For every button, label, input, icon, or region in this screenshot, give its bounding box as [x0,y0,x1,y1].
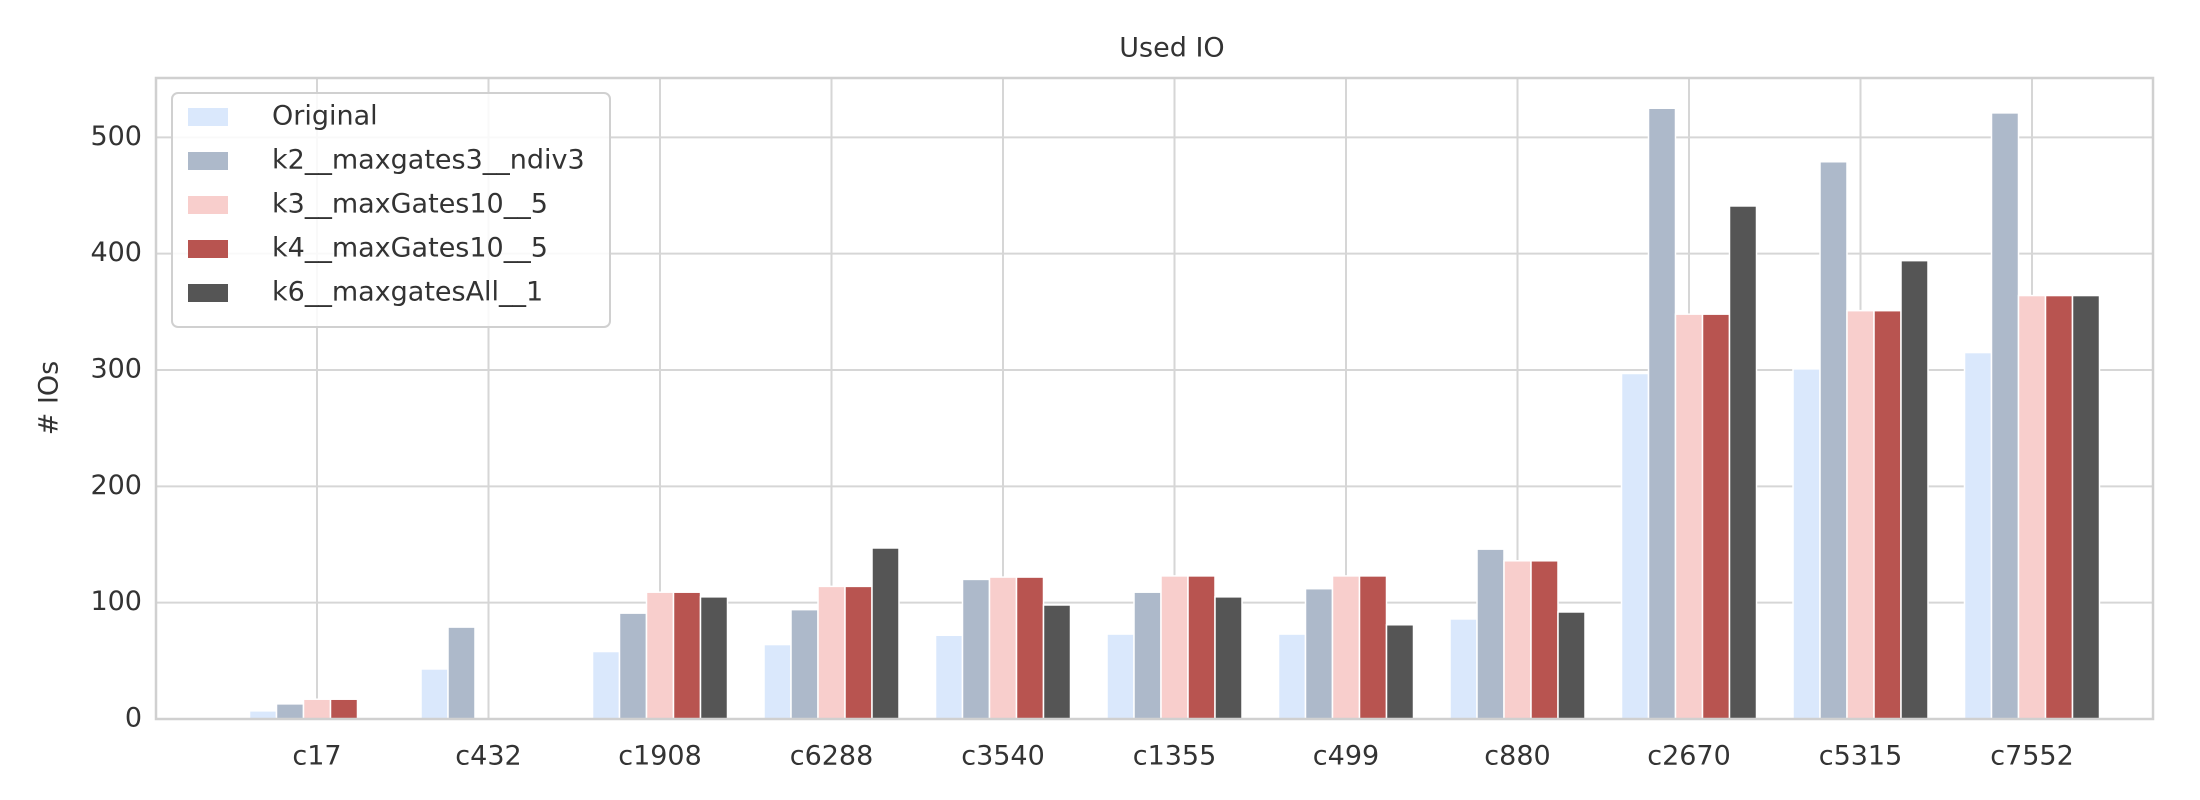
x-tick-label: c432 [455,741,521,772]
bar [1476,548,1505,720]
y-axis-label: # IOs [34,361,65,436]
bar [1160,575,1189,720]
bar [844,585,873,720]
legend: Original k2__maxgates3__ndiv3 k3__maxGates… [171,92,611,328]
bar [1620,372,1650,720]
bar [2044,294,2074,720]
bar [2071,294,2101,720]
bar [1728,205,1758,720]
bar [1846,309,1875,720]
bar [1106,633,1135,720]
bar [699,596,729,720]
bar [1042,604,1072,720]
bar [1674,313,1704,720]
legend-swatch [188,152,228,170]
legend-swatch [188,284,228,302]
y-tick-label: 300 [90,353,142,384]
bar [1385,624,1415,720]
bar [817,585,846,720]
bar [1900,259,1929,720]
bar [618,612,648,720]
x-tick-label: c499 [1313,741,1379,772]
bar [672,591,702,720]
x-tick-label: c2670 [1647,741,1731,772]
y-tick-label: 400 [90,237,142,268]
chart-title: Used IO [1119,33,1224,64]
bar [1133,591,1162,720]
legend-swatch [188,108,228,126]
x-tick-label: c3540 [961,741,1045,772]
bar [1015,576,1045,720]
bar [645,591,675,720]
bar [591,650,621,720]
bar [934,634,964,720]
bar [1304,587,1334,720]
x-tick-label: c1908 [618,741,702,772]
x-tick-label: c7552 [1990,741,2074,772]
bar [329,698,359,720]
x-tick-label: c880 [1484,741,1550,772]
plot-frame [154,76,2155,721]
x-tick-label: c6288 [790,741,874,772]
bar [1557,611,1586,720]
bar [1187,575,1216,720]
bar [1449,618,1478,720]
x-tick-label: c17 [292,741,341,772]
legend-swatch [188,196,228,214]
bar [302,698,332,720]
bar [871,547,900,720]
bar [1530,560,1559,720]
bar [988,576,1018,720]
bar [420,668,449,720]
y-tick-label: 0 [125,703,142,734]
bar [1358,575,1388,720]
legend-label: k6__maxgatesAll__1 [272,277,543,308]
y-tick-label: 100 [90,586,142,617]
bar [1990,112,2020,720]
legend-box [171,92,611,328]
bar [1277,633,1307,720]
bar [1214,596,1243,720]
bar [1701,313,1731,720]
bar [447,626,476,720]
legend-swatch [188,240,228,258]
legend-label: k2__maxgates3__ndiv3 [272,145,585,176]
y-tick-label: 500 [90,121,142,152]
bar [790,608,819,720]
bar [1963,351,1993,720]
x-tick-label: c5315 [1819,741,1903,772]
legend-label: Original [272,101,378,132]
bar [961,578,991,720]
bar [1819,161,1848,720]
bar [1331,575,1361,720]
x-tick-label: c1355 [1133,741,1217,772]
bar [1792,368,1821,720]
bar [1503,560,1532,720]
bar [2017,294,2047,720]
y-tick-label: 200 [90,470,142,501]
bar [763,643,792,720]
bar [275,703,305,720]
legend-label: k4__maxGates10__5 [272,233,548,264]
legend-label: k3__maxGates10__5 [272,189,548,220]
bar [1873,309,1902,720]
bar [1647,107,1677,720]
